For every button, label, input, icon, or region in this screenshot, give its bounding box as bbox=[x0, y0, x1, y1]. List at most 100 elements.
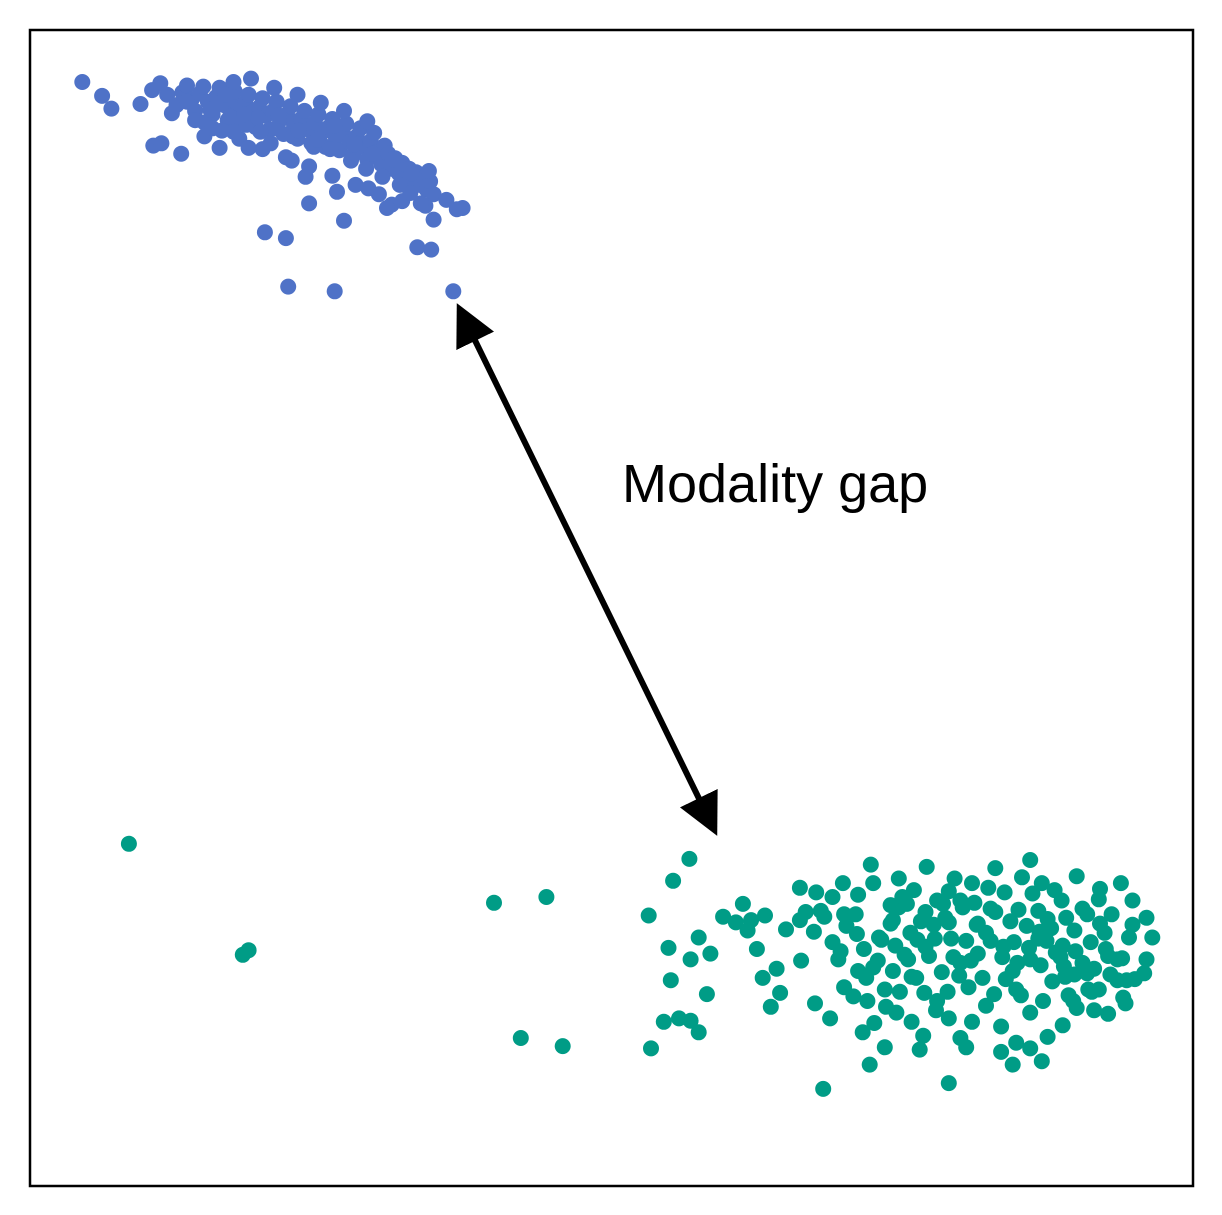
scatter-point-series-1 bbox=[195, 78, 212, 95]
scatter-point-series-2 bbox=[643, 1040, 659, 1057]
scatter-point-series-2 bbox=[1044, 973, 1061, 990]
scatter-point-series-2 bbox=[1022, 852, 1039, 868]
scatter-point-series-2 bbox=[1097, 941, 1114, 957]
scatter-point-series-1 bbox=[152, 75, 169, 92]
scatter-point-series-2 bbox=[994, 949, 1011, 966]
scatter-point-series-2 bbox=[660, 939, 677, 956]
scatter-points bbox=[74, 70, 1161, 1097]
scatter-point-series-1 bbox=[347, 176, 364, 193]
scatter-point-series-2 bbox=[940, 1010, 957, 1027]
scatter-point-series-2 bbox=[855, 941, 872, 957]
scatter-point-series-2 bbox=[757, 907, 773, 924]
scatter-point-series-2 bbox=[915, 1027, 932, 1044]
scatter-point-series-1 bbox=[384, 151, 401, 168]
scatter-point-series-2 bbox=[898, 895, 915, 912]
scatter-point-series-2 bbox=[987, 860, 1004, 877]
scatter-point-series-2 bbox=[964, 875, 980, 892]
scatter-point-series-1 bbox=[252, 123, 269, 140]
scatter-point-series-1 bbox=[365, 145, 382, 162]
scatter-point-series-1 bbox=[360, 180, 377, 197]
scatter-point-series-2 bbox=[715, 908, 732, 925]
scatter-point-series-2 bbox=[1031, 923, 1048, 940]
scatter-point-series-2 bbox=[512, 1030, 529, 1046]
scatter-point-series-2 bbox=[1030, 902, 1047, 919]
scatter-point-series-1 bbox=[403, 165, 420, 182]
scatter-point-series-2 bbox=[486, 894, 502, 911]
scatter-point-series-1 bbox=[289, 86, 306, 103]
scatter-point-series-1 bbox=[282, 98, 299, 115]
scatter-point-series-2 bbox=[690, 1024, 707, 1041]
scatter-point-series-1 bbox=[326, 117, 343, 134]
scatter-point-series-2 bbox=[997, 971, 1014, 988]
scatter-point-series-2 bbox=[748, 941, 765, 957]
scatter-point-series-2 bbox=[1068, 1000, 1085, 1016]
scatter-point-series-2 bbox=[1114, 950, 1131, 967]
scatter-point-series-1 bbox=[159, 86, 176, 103]
scatter-point-series-1 bbox=[402, 185, 419, 201]
scatter-point-series-2 bbox=[698, 986, 715, 1003]
scatter-point-series-2 bbox=[869, 952, 886, 969]
scatter-point-series-1 bbox=[438, 191, 455, 208]
scatter-point-series-1 bbox=[359, 113, 376, 130]
scatter-point-series-2 bbox=[974, 969, 991, 986]
scatter-point-series-2 bbox=[1138, 909, 1155, 926]
scatter-point-series-2 bbox=[1014, 869, 1030, 886]
scatter-point-series-2 bbox=[1054, 1017, 1071, 1034]
scatter-point-series-2 bbox=[912, 913, 929, 930]
scatter-point-series-2 bbox=[815, 1080, 832, 1097]
scatter-point-series-1 bbox=[290, 122, 307, 139]
scatter-point-series-2 bbox=[1005, 934, 1022, 951]
scatter-point-series-2 bbox=[1124, 916, 1141, 933]
scatter-point-series-2 bbox=[871, 929, 887, 946]
scatter-point-series-2 bbox=[946, 870, 963, 887]
scatter-point-series-2 bbox=[996, 884, 1013, 901]
scatter-point-series-2 bbox=[850, 963, 867, 979]
scatter-point-series-1 bbox=[283, 152, 300, 169]
scatter-point-series-1 bbox=[297, 168, 314, 185]
scatter-point-series-1 bbox=[179, 77, 195, 94]
scatter-point-series-2 bbox=[805, 923, 822, 940]
scatter-point-series-1 bbox=[268, 120, 285, 137]
scatter-point-series-1 bbox=[256, 224, 273, 241]
scatter-point-series-2 bbox=[1118, 972, 1135, 989]
scatter-point-series-2 bbox=[1079, 965, 1096, 982]
scatter-point-series-1 bbox=[217, 86, 234, 103]
scatter-point-series-2 bbox=[847, 906, 864, 923]
scatter-point-series-2 bbox=[554, 1038, 571, 1055]
scatter-point-series-2 bbox=[1082, 934, 1099, 951]
modality-gap-label: Modality gap bbox=[622, 454, 928, 514]
scatter-point-series-2 bbox=[1024, 885, 1041, 902]
scatter-point-series-1 bbox=[366, 124, 383, 141]
scatter-point-series-1 bbox=[322, 141, 339, 158]
scatter-point-series-2 bbox=[859, 993, 876, 1009]
scatter-point-series-2 bbox=[929, 892, 946, 909]
scatter-point-series-2 bbox=[962, 952, 979, 969]
scatter-point-series-1 bbox=[249, 109, 266, 126]
scatter-point-series-2 bbox=[982, 900, 999, 917]
scatter-point-series-2 bbox=[739, 922, 756, 939]
scatter-point-series-2 bbox=[884, 963, 901, 979]
scatter-point-series-2 bbox=[925, 916, 942, 933]
scatter-point-series-2 bbox=[1008, 981, 1025, 998]
scatter-point-series-2 bbox=[918, 858, 935, 875]
scatter-point-series-2 bbox=[1008, 1034, 1025, 1051]
scatter-point-series-2 bbox=[1144, 929, 1161, 946]
scatter-point-series-2 bbox=[1035, 993, 1051, 1009]
scatter-point-series-2 bbox=[1010, 901, 1027, 918]
scatter-point-series-1 bbox=[280, 278, 297, 295]
scatter-point-series-1 bbox=[179, 93, 195, 110]
scatter-point-series-2 bbox=[937, 909, 954, 926]
scatter-point-series-1 bbox=[268, 93, 285, 110]
scatter-point-series-1 bbox=[324, 167, 341, 184]
scatter-point-series-2 bbox=[768, 960, 785, 977]
scatter-point-series-2 bbox=[762, 998, 779, 1015]
scatter-point-series-2 bbox=[993, 1018, 1010, 1035]
scatter-point-series-2 bbox=[808, 884, 825, 901]
scatter-point-series-2 bbox=[1032, 957, 1049, 974]
scatter-point-series-2 bbox=[1112, 875, 1129, 892]
scatter-point-series-1 bbox=[236, 106, 252, 123]
scatter-point-series-1 bbox=[425, 186, 442, 203]
scatter-point-series-2 bbox=[876, 981, 893, 998]
scatter-point-series-2 bbox=[807, 995, 823, 1012]
scatter-point-series-1 bbox=[187, 112, 204, 129]
